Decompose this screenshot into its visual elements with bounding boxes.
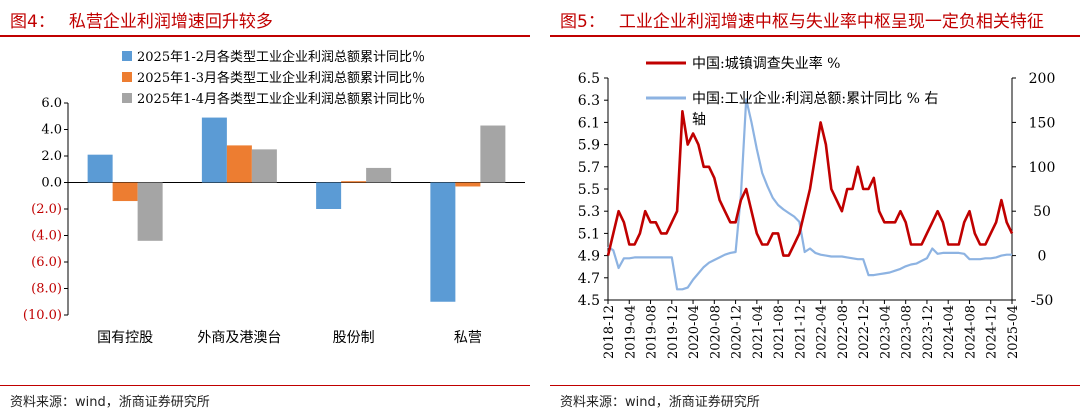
line-right-tick-label: 50 bbox=[1033, 204, 1051, 220]
bar-y-tick-label: (2.0) bbox=[31, 202, 62, 217]
line-x-tick-label: 2024-04 bbox=[942, 305, 957, 359]
legend-profit-label-line-2: 轴 bbox=[692, 112, 706, 128]
bar-legend-swatch-2 bbox=[122, 72, 132, 82]
bar-3-3 bbox=[366, 167, 392, 183]
line-left-tick-label: 6.5 bbox=[578, 71, 600, 87]
line-x-tick-label: 2021-08 bbox=[772, 305, 787, 359]
line-x-tick-label: 2024-08 bbox=[963, 305, 978, 359]
line-left-tick-label: 6.3 bbox=[578, 93, 600, 109]
bar-category-label: 外商及港澳台 bbox=[197, 330, 281, 346]
line-right-tick-label: 100 bbox=[1029, 160, 1056, 176]
figure-5-title-text: 工业企业利润增速中枢与失业率中枢呈现一定负相关特征 bbox=[618, 12, 1044, 32]
bar-2-1 bbox=[112, 182, 138, 202]
line-x-tick-label: 2018-12 bbox=[602, 305, 617, 359]
bar-y-tick-label: 0.0 bbox=[41, 176, 62, 191]
figure-5-number: 图5： bbox=[560, 12, 605, 32]
line-left-tick-label: 4.5 bbox=[578, 293, 600, 309]
figure-4-title: 图4： 私营企业利润增速回升较多 bbox=[10, 7, 273, 32]
bar-category-label: 股份制 bbox=[333, 330, 375, 346]
line-x-tick-label: 2022-12 bbox=[857, 305, 872, 359]
line-right-tick-label: -50 bbox=[1031, 293, 1054, 309]
line-x-tick-label: 2024-12 bbox=[985, 305, 1000, 359]
line-left-tick-label: 5.3 bbox=[578, 204, 600, 220]
bar-1-2 bbox=[201, 117, 227, 183]
bar-legend-label-1: 2025年1-2月各类型工业企业利润总额累计同比％ bbox=[137, 49, 425, 65]
line-x-tick-label: 2023-12 bbox=[921, 305, 936, 359]
line-x-tick-label: 2019-08 bbox=[645, 305, 660, 359]
line-x-tick-label: 2020-12 bbox=[730, 305, 745, 359]
bar-y-tick-label: (6.0) bbox=[31, 255, 62, 270]
figure-4-number: 图4： bbox=[10, 12, 55, 32]
bar-3-2 bbox=[251, 149, 277, 183]
legend-unemployment-label: 中国:城镇调查失业率 % bbox=[692, 55, 840, 72]
bar-1-4 bbox=[430, 182, 456, 302]
bar-legend-label-2: 2025年1-3月各类型工业企业利润总额累计同比％ bbox=[137, 70, 425, 86]
line-x-tick-label: 2025-04 bbox=[1006, 305, 1021, 359]
bar-2-4 bbox=[455, 182, 481, 187]
bar-y-tick-label: 6.0 bbox=[41, 96, 62, 111]
line-x-tick-label: 2022-08 bbox=[836, 305, 851, 359]
line-x-tick-label: 2022-04 bbox=[815, 305, 830, 359]
line-left-tick-label: 4.9 bbox=[578, 249, 600, 265]
bar-2-3 bbox=[341, 181, 367, 183]
line-right-tick-label: 150 bbox=[1029, 115, 1056, 131]
bar-2-2 bbox=[226, 145, 252, 183]
line-x-tick-label: 2019-04 bbox=[623, 305, 638, 359]
bar-3-1 bbox=[137, 182, 163, 241]
line-x-tick-label: 2023-08 bbox=[900, 305, 915, 359]
bar-1-1 bbox=[87, 154, 113, 183]
figure-4-title-text: 私营企业利润增速回升较多 bbox=[68, 12, 273, 32]
line-left-tick-label: 5.7 bbox=[578, 160, 600, 176]
figure-4-source: 资料来源：wind，浙商证券研究所 bbox=[10, 395, 210, 410]
line-left-tick-label: 5.5 bbox=[578, 182, 600, 198]
legend-profit-label: 中国:工业企业:利润总额:累计同比 % 右轴 bbox=[692, 90, 938, 128]
line-x-tick-label: 2019-12 bbox=[666, 305, 681, 359]
line-left-tick-label: 4.7 bbox=[578, 271, 600, 287]
line-x-tick-label: 2021-04 bbox=[751, 305, 766, 359]
legend-profit-label-line-1: 中国:工业企业:利润总额:累计同比 % 右 bbox=[692, 90, 938, 107]
bar-1-3 bbox=[316, 182, 342, 209]
bar-y-tick-label: (10.0) bbox=[23, 308, 62, 323]
line-left-tick-label: 5.9 bbox=[578, 138, 600, 154]
bar-y-tick-label: (4.0) bbox=[31, 229, 62, 244]
bar-3-4 bbox=[480, 125, 506, 183]
figure-5-source-rule bbox=[550, 385, 1080, 386]
figure-4-panel: 图4： 私营企业利润增速回升较多 6.0 4.0 2.0 0.0 (2.0) (4.0) (6… bbox=[0, 0, 530, 417]
figure-5-panel: 图5： 工业企业利润增速中枢与失业率中枢呈现一定负相关特征 4.5 4.7 4.9 5.… bbox=[550, 0, 1080, 417]
bar-chart: 6.0 4.0 2.0 0.0 (2.0) (4.0) (6.0) (8.0) (10.0) 国有… bbox=[23, 49, 525, 346]
figure-5-title-rule bbox=[550, 35, 1080, 37]
line-x-tick-label: 2023-04 bbox=[878, 305, 893, 359]
bar-y-tick-label: 4.0 bbox=[41, 123, 62, 138]
bar-legend-swatch-3 bbox=[122, 93, 132, 103]
bar-y-tick-label: 2.0 bbox=[41, 149, 62, 164]
profit-yoy-series-line bbox=[607, 98, 1012, 291]
line-left-tick-label: 6.1 bbox=[578, 115, 600, 131]
bar-category-label: 国有控股 bbox=[97, 330, 153, 346]
figure-5-source: 资料来源：wind，浙商证券研究所 bbox=[560, 395, 760, 410]
line-right-tick-label: 0 bbox=[1038, 249, 1047, 265]
figure-4-title-rule bbox=[0, 35, 530, 37]
bar-y-tick-label: (8.0) bbox=[31, 282, 62, 297]
line-chart: 4.5 4.7 4.9 5.1 5.3 5.5 5.7 5.9 6.1 6.3 6.5 -50 0 50 1… bbox=[578, 55, 1056, 359]
line-right-tick-label: 200 bbox=[1029, 71, 1056, 87]
bar-legend-label-3: 2025年1-4月各类型工业企业利润总额累计同比％ bbox=[137, 91, 425, 107]
figure-4-source-rule bbox=[0, 385, 530, 386]
line-left-tick-label: 5.1 bbox=[578, 226, 600, 242]
unemployment-series-line bbox=[606, 110, 1014, 257]
line-x-tick-label: 2021-12 bbox=[793, 305, 808, 359]
figure-5-title: 图5： 工业企业利润增速中枢与失业率中枢呈现一定负相关特征 bbox=[560, 7, 1044, 32]
bar-legend-swatch-1 bbox=[122, 51, 132, 61]
line-x-tick-label: 2020-04 bbox=[687, 305, 702, 359]
line-x-tick-label: 2020-08 bbox=[708, 305, 723, 359]
bar-category-label: 私营 bbox=[454, 330, 482, 346]
